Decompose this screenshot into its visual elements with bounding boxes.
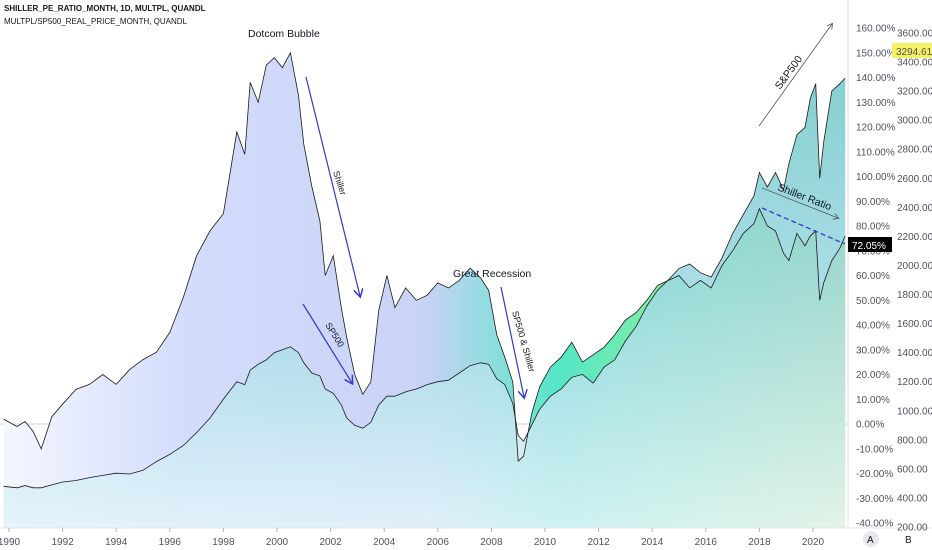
price-tick-label: 2800.00 xyxy=(897,145,932,156)
price-tick-label: 3000.00 xyxy=(897,116,932,127)
time-tick-label: 2020 xyxy=(802,537,825,548)
percent-tick-label: -30.00% xyxy=(856,494,893,505)
price-tick-label: 800.00 xyxy=(897,435,928,446)
price-tick-label: 2600.00 xyxy=(897,174,932,185)
time-tick-label: 2014 xyxy=(641,537,664,548)
price-tick-label: 200.00 xyxy=(897,523,928,534)
recession-down-arrow xyxy=(500,286,524,397)
price-tick-label: 1600.00 xyxy=(897,319,932,330)
b-button[interactable]: B xyxy=(905,535,912,546)
autoscale-button[interactable]: A xyxy=(867,535,874,546)
price-tick-label: 2000.00 xyxy=(897,261,932,272)
percent-tick-label: 80.00% xyxy=(856,222,890,233)
price-tick-label: 3400.00 xyxy=(897,58,932,69)
series-legend-sp500[interactable]: MULTPL/SP500_REAL_PRICE_MONTH, QUANDL xyxy=(4,17,188,26)
percent-tick-label: 130.00% xyxy=(856,98,896,109)
percent-tick-label: 90.00% xyxy=(856,197,890,208)
percent-tick-label: 30.00% xyxy=(856,345,890,356)
percent-tick-label: 100.00% xyxy=(856,172,896,183)
time-tick-label: 2004 xyxy=(373,537,396,548)
price-axis[interactable]: 3600.00 3400.00 3200.00 3000.00 2800.00 2600.… xyxy=(897,28,932,533)
time-tick-label: 2008 xyxy=(480,537,503,548)
percent-tick-label: 140.00% xyxy=(856,73,896,84)
series-legend-shiller[interactable]: SHILLER_PE_RATIO_MONTH, 1D, MULTPL, QUAN… xyxy=(4,4,206,13)
percent-tick-label: 110.00% xyxy=(856,147,895,158)
sp500-up-arrow xyxy=(758,24,832,127)
time-axis[interactable]: 1990 1992 1994 1996 1998 2000 2002 2004 2006 2008… xyxy=(0,528,825,548)
price-tick-label: 3200.00 xyxy=(897,87,932,98)
percent-tick-label: 160.00% xyxy=(856,24,896,35)
shiller-ratio-arrow xyxy=(761,187,838,218)
time-tick-label: 1994 xyxy=(105,537,128,548)
percent-tick-label: 150.00% xyxy=(856,48,896,59)
sp500-down-arrow xyxy=(302,303,352,383)
shiller-ratio-trendline xyxy=(761,207,846,245)
percent-tick-label: 60.00% xyxy=(856,271,890,282)
time-tick-label: 1990 xyxy=(0,537,21,548)
price-tick-label: 1800.00 xyxy=(897,290,932,301)
time-tick-label: 2012 xyxy=(587,537,610,548)
price-tick-label: 1000.00 xyxy=(897,406,932,417)
percent-tick-label: 10.00% xyxy=(856,395,890,406)
shiller-down-arrow xyxy=(305,76,360,296)
percent-tick-label: 20.00% xyxy=(856,370,890,381)
percent-tick-label: 0.00% xyxy=(856,420,884,431)
time-tick-label: 1992 xyxy=(51,537,74,548)
price-tick-label: 2200.00 xyxy=(897,232,932,243)
time-tick-label: 2010 xyxy=(534,537,557,548)
percent-tick-label: 50.00% xyxy=(856,296,890,307)
time-tick-label: 1996 xyxy=(159,537,182,548)
percent-tick-label: 40.00% xyxy=(856,321,890,332)
time-tick-label: 2006 xyxy=(427,537,450,548)
price-tick-label: 2400.00 xyxy=(897,203,932,214)
percent-tick-label: 120.00% xyxy=(856,123,896,134)
time-tick-label: 2018 xyxy=(748,537,771,548)
percent-axis[interactable]: 160.00% 150.00% 140.00% 130.00% 120.00% 110.0… xyxy=(856,24,896,530)
percent-tick-label: -20.00% xyxy=(856,469,893,480)
price-tick-label: 600.00 xyxy=(897,464,928,475)
price-tick-label: 1400.00 xyxy=(897,348,932,359)
annotation-great-recession: Great Recession xyxy=(453,268,531,280)
ratio-badge: 72.05% xyxy=(852,241,886,252)
percent-tick-label: -40.00% xyxy=(856,519,893,530)
price-badge-bg xyxy=(892,43,932,58)
sp500-area xyxy=(3,78,846,528)
price-tick-label: 1200.00 xyxy=(897,377,932,388)
autoscale-button-bg[interactable] xyxy=(863,531,879,547)
shiller-line xyxy=(3,51,846,462)
time-tick-label: 1998 xyxy=(212,537,235,548)
annotation-dotcom-bubble: Dotcom Bubble xyxy=(248,28,320,40)
percent-tick-label: -10.00% xyxy=(856,444,893,455)
price-tick-label: 3600.00 xyxy=(897,28,932,39)
price-tick-label: 400.00 xyxy=(897,493,928,504)
sp500-line xyxy=(3,77,846,489)
time-tick-label: 2016 xyxy=(695,537,718,548)
time-tick-label: 2002 xyxy=(319,537,342,548)
ratio-badge-bg xyxy=(848,237,892,252)
time-tick-label: 2000 xyxy=(266,537,289,548)
price-badge: 3294.61 xyxy=(896,47,932,58)
